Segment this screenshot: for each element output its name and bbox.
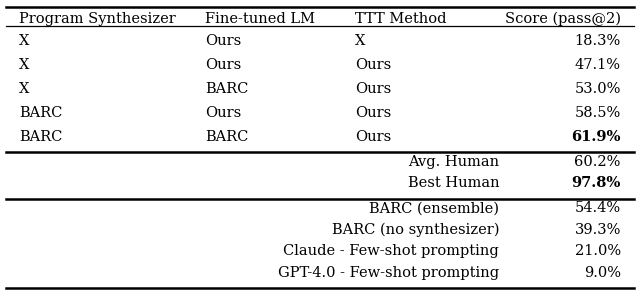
Text: Ours: Ours: [355, 106, 392, 120]
Text: Score (pass@2): Score (pass@2): [505, 12, 621, 26]
Text: GPT-4.0 - Few-shot prompting: GPT-4.0 - Few-shot prompting: [278, 266, 499, 280]
Text: 39.3%: 39.3%: [575, 223, 621, 237]
Text: Best Human: Best Human: [408, 176, 499, 190]
Text: 61.9%: 61.9%: [572, 130, 621, 144]
Text: 9.0%: 9.0%: [584, 266, 621, 280]
Text: Fine-tuned LM: Fine-tuned LM: [205, 12, 315, 26]
Text: 18.3%: 18.3%: [575, 34, 621, 48]
Text: Claude - Few-shot prompting: Claude - Few-shot prompting: [284, 244, 499, 258]
Text: X: X: [355, 34, 365, 48]
Text: 58.5%: 58.5%: [575, 106, 621, 120]
Text: Program Synthesizer: Program Synthesizer: [19, 12, 176, 26]
Text: BARC: BARC: [205, 82, 248, 96]
Text: Ours: Ours: [355, 130, 392, 144]
Text: BARC (no synthesizer): BARC (no synthesizer): [332, 223, 499, 237]
Text: Ours: Ours: [355, 58, 392, 72]
Text: TTT Method: TTT Method: [355, 12, 447, 26]
Text: 54.4%: 54.4%: [575, 201, 621, 215]
Text: BARC: BARC: [205, 130, 248, 144]
Text: Avg. Human: Avg. Human: [408, 155, 499, 169]
Text: Ours: Ours: [205, 58, 241, 72]
Text: X: X: [19, 34, 29, 48]
Text: Ours: Ours: [205, 106, 241, 120]
Text: BARC: BARC: [19, 130, 63, 144]
Text: Ours: Ours: [205, 34, 241, 48]
Text: 60.2%: 60.2%: [575, 155, 621, 169]
Text: 21.0%: 21.0%: [575, 244, 621, 258]
Text: BARC (ensemble): BARC (ensemble): [369, 201, 499, 215]
Text: X: X: [19, 82, 29, 96]
Text: X: X: [19, 58, 29, 72]
Text: 97.8%: 97.8%: [572, 176, 621, 190]
Text: Ours: Ours: [355, 82, 392, 96]
Text: 53.0%: 53.0%: [575, 82, 621, 96]
Text: BARC: BARC: [19, 106, 63, 120]
Text: 47.1%: 47.1%: [575, 58, 621, 72]
